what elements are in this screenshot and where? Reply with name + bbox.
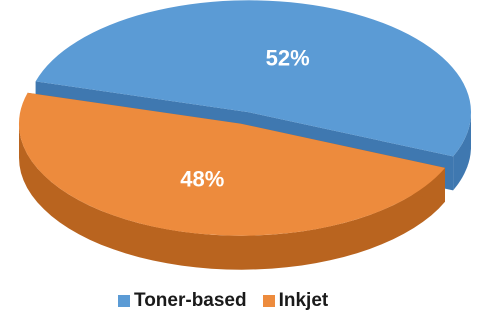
- slice-side-toner-based: [453, 112, 471, 191]
- legend-item-inkjet: Inkjet: [262, 290, 329, 312]
- slice-inkjet: [18, 92, 446, 236]
- slice-label-toner-based: 52%: [266, 45, 310, 70]
- slice-label-inkjet: 48%: [180, 167, 224, 192]
- legend: Toner-based Inkjet: [118, 290, 338, 312]
- legend-swatch-toner-based: [118, 295, 130, 307]
- pie-chart-svg: 52% 48%: [18, 0, 472, 270]
- slice-toner-based: [35, 0, 472, 157]
- legend-swatch-inkjet: [262, 295, 275, 307]
- legend-label-inkjet: Inkjet: [278, 290, 329, 311]
- legend-item-toner-based: Toner-based: [118, 290, 247, 312]
- slice-side-inkjet: [19, 123, 445, 270]
- legend-label-toner-based: Toner-based: [134, 290, 247, 311]
